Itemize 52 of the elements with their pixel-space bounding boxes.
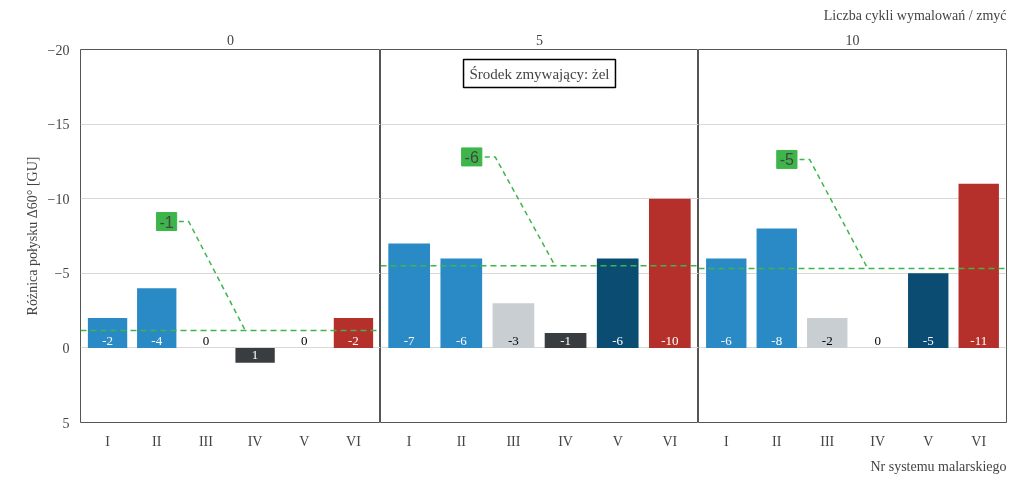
x-tick-label: IV: [558, 433, 573, 449]
x-tick-label: V: [299, 433, 310, 449]
chart-title: 10: [845, 32, 860, 48]
y-tick-label: −20: [47, 42, 70, 58]
x-tick-label: III: [198, 433, 214, 449]
x-tick-label: VI: [971, 433, 987, 449]
y-tick-label: 5: [62, 415, 70, 431]
chart-title: 5: [536, 32, 543, 48]
data-label: 1: [251, 346, 259, 362]
x-tick-label: V: [612, 433, 623, 449]
x-tick-label: IV: [247, 433, 263, 449]
x-tick-label: VI: [346, 433, 362, 449]
x-tick-label: IV: [870, 433, 886, 449]
data-label: 0: [874, 332, 881, 348]
chart-title: 0: [227, 32, 234, 48]
data-label: -6: [612, 332, 624, 348]
x-tick-label: II: [772, 433, 782, 449]
data-label: -7: [403, 332, 416, 348]
y-axis-title: Różnica połysku Δ60° [GU]: [24, 156, 40, 316]
data-label: -3: [508, 332, 519, 348]
y-tick-label: −5: [54, 266, 70, 282]
data-label: -8: [771, 332, 783, 348]
data-label: -1: [560, 332, 571, 348]
data-label: -2: [348, 332, 359, 348]
data-label: -11: [970, 332, 988, 348]
data-label: -2: [821, 332, 833, 348]
data-label: 0: [301, 332, 308, 348]
data-label: -6: [455, 332, 468, 348]
x-tick-label: III: [506, 433, 521, 449]
x-tick-label: II: [152, 433, 162, 449]
ref-line-label: -5: [779, 151, 795, 169]
ref-line-label: -1: [159, 213, 174, 231]
y-tick-label: −10: [47, 191, 70, 207]
data-label: 0: [202, 332, 210, 348]
data-label: -4: [151, 332, 163, 348]
ref-line-label: -6: [464, 148, 479, 166]
x-tick-label: I: [406, 433, 412, 449]
data-label: -6: [720, 332, 733, 348]
x-tick-label: V: [923, 433, 934, 449]
data-label: -2: [102, 332, 113, 348]
data-label: -10: [661, 332, 679, 348]
text: Liczba cykli wymalowań / zmyć: [823, 7, 1007, 23]
x-tick-label: I: [105, 433, 111, 449]
x-axis-title: Nr systemu malarskiego: [870, 458, 1007, 474]
annotation: Środek zmywający: żel: [469, 65, 610, 82]
data-label: -5: [922, 332, 934, 348]
x-tick-label: VI: [662, 433, 678, 449]
y-tick-label: 0: [62, 340, 70, 356]
x-tick-label: I: [723, 433, 729, 449]
x-tick-label: III: [820, 433, 835, 449]
x-tick-label: II: [456, 433, 467, 449]
y-tick-label: −15: [47, 117, 70, 133]
